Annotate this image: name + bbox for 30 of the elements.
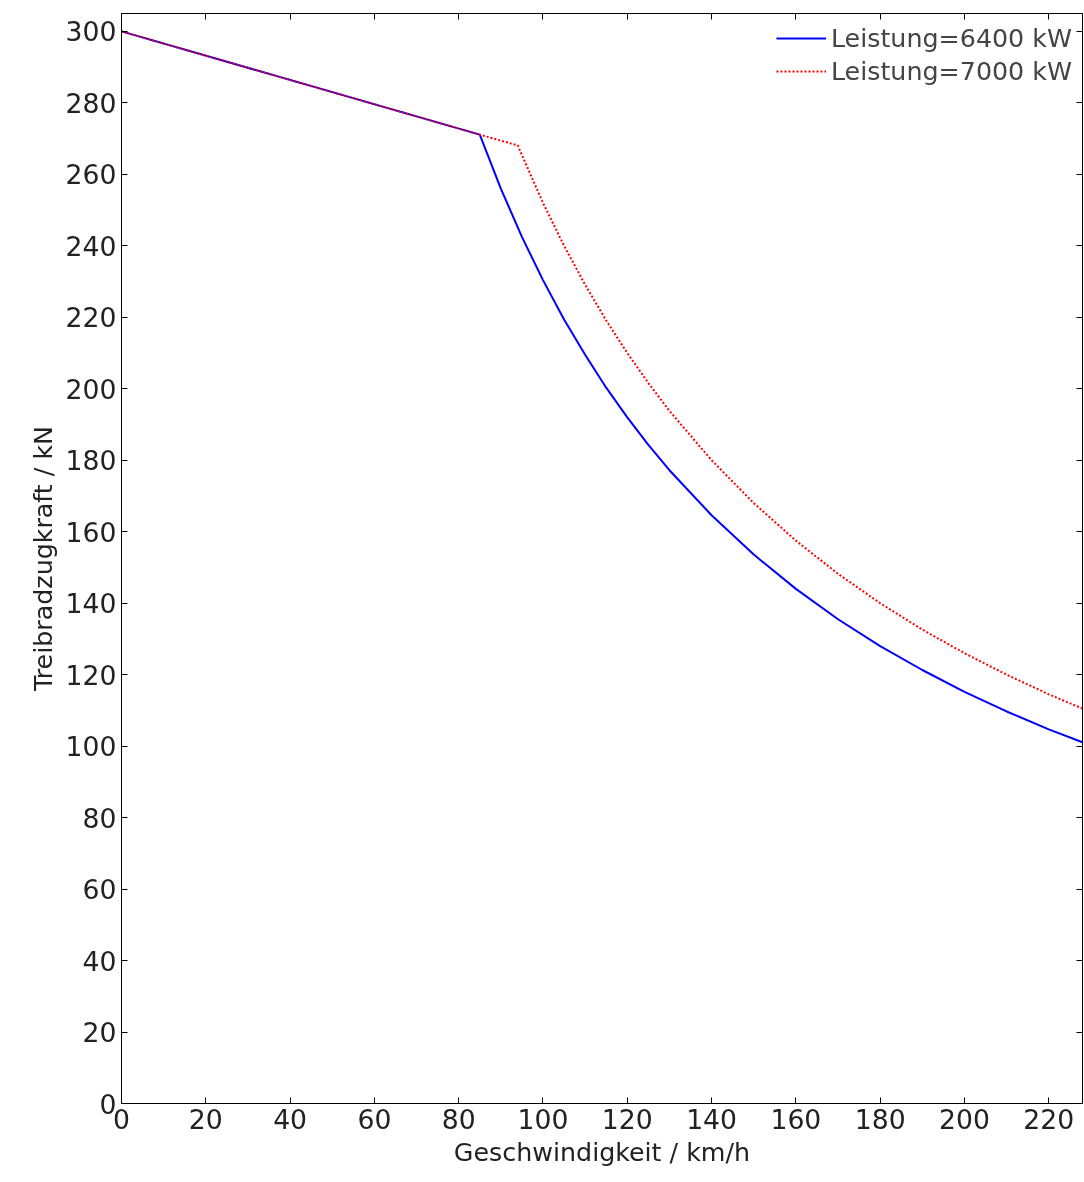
x-tick-label: 20 xyxy=(188,1103,223,1135)
x-tick-label: 220 xyxy=(1023,1103,1075,1135)
y-tick-label: 260 xyxy=(65,159,117,191)
x-tick-label: 60 xyxy=(357,1103,392,1135)
y-tick-label: 240 xyxy=(65,230,117,262)
legend-label: Leistung=7000 kW xyxy=(830,56,1072,86)
y-tick-label: 120 xyxy=(65,659,117,691)
y-tick-label: 140 xyxy=(65,588,117,620)
y-tick-label: 20 xyxy=(82,1017,117,1049)
y-tick-label: 40 xyxy=(82,945,117,977)
x-tick-label: 160 xyxy=(770,1103,822,1135)
y-tick-label: 200 xyxy=(65,373,117,405)
x-tick-label: 40 xyxy=(273,1103,308,1135)
y-tick-label: 180 xyxy=(65,445,117,477)
legend-label: Leistung=6400 kW xyxy=(830,23,1072,53)
y-tick-label: 280 xyxy=(65,87,117,119)
y-tick-label: 80 xyxy=(82,802,117,834)
y-tick-label: 100 xyxy=(65,731,117,763)
x-tick-label: 140 xyxy=(686,1103,738,1135)
y-tick-label: 60 xyxy=(82,874,117,906)
x-tick-label: 100 xyxy=(517,1103,569,1135)
y-tick-label: 300 xyxy=(65,16,117,48)
x-tick-label: 120 xyxy=(601,1103,653,1135)
y-tick-label: 220 xyxy=(65,302,117,334)
y-tick-label: 160 xyxy=(65,516,117,548)
x-tick-label: 200 xyxy=(939,1103,990,1135)
x-tick-label: 180 xyxy=(854,1103,906,1135)
y-axis-title: Treibradzugkraft / kN xyxy=(27,426,58,692)
x-axis-title: Geschwindigkeit / km/h xyxy=(453,1136,751,1167)
x-tick-label: 80 xyxy=(441,1103,476,1135)
